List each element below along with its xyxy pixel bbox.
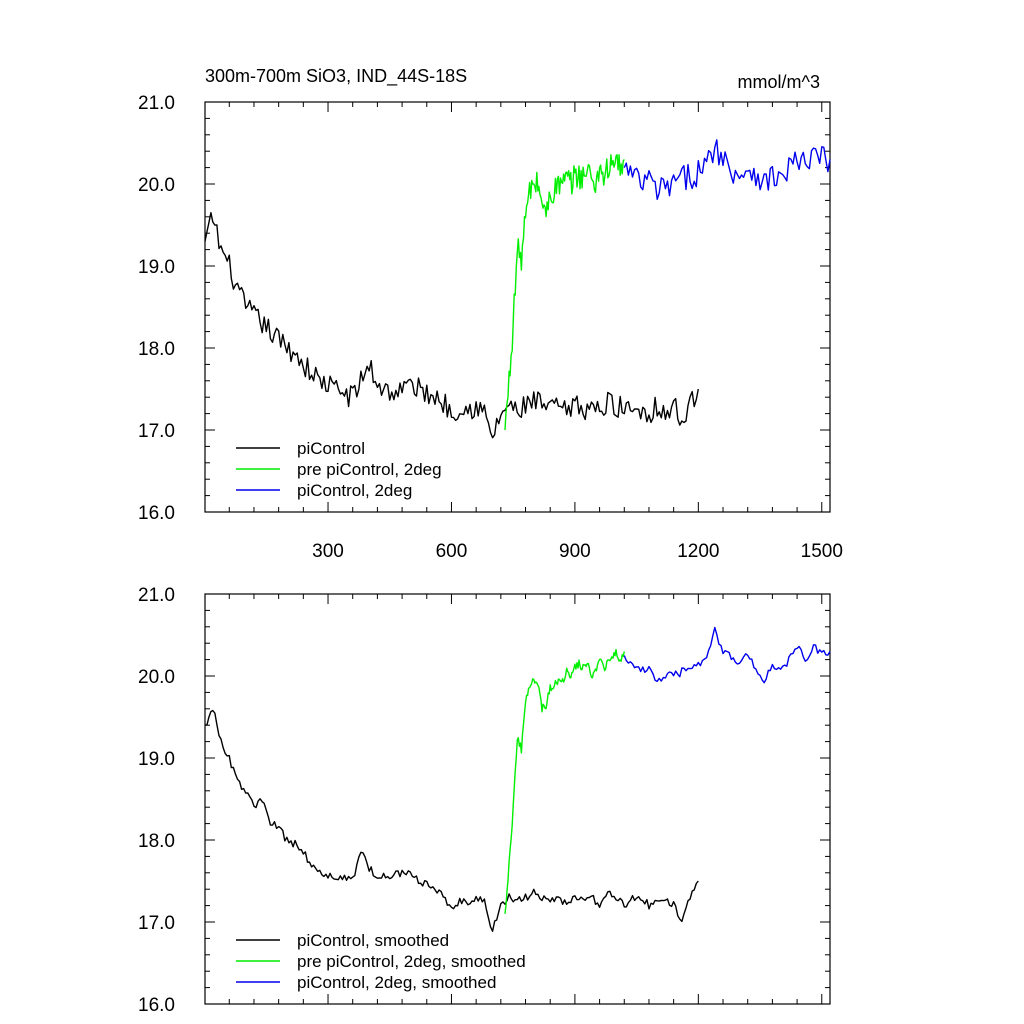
legend-label: piControl, 2deg: [297, 481, 412, 500]
plot-frame: [204, 593, 831, 1005]
y-tick-label: 20.0: [138, 667, 175, 688]
series-line: [204, 212, 699, 439]
y-tick-label: 21.0: [138, 93, 175, 114]
chart-title: 300m-700m SiO3, IND_44S-18S: [205, 66, 467, 87]
plot-frame: [204, 101, 831, 513]
x-tick-label: 1500: [801, 541, 843, 562]
x-tick-label: 900: [559, 541, 591, 562]
bottom-panel: 16.0 17.0 18.0 19.0 20.0 21.0 piControl, smoot…: [138, 585, 831, 1016]
y-tick-label: 19.0: [138, 749, 175, 770]
legend-label: pre piControl, 2deg, smoothed: [297, 952, 526, 971]
series-line: [504, 648, 625, 914]
series-line: [623, 626, 831, 684]
top-panel: 300m-700m SiO3, IND_44S-18S mmol/m^3 16.…: [138, 66, 843, 562]
series-line: [204, 709, 699, 932]
x-tick-label: 1200: [677, 541, 719, 562]
y-tick-label: 18.0: [138, 831, 175, 852]
y-tick-label: 17.0: [138, 421, 175, 442]
legend-label: piControl, smoothed: [297, 931, 449, 950]
y-tick-label: 21.0: [138, 585, 175, 606]
y-tick-label: 16.0: [138, 995, 175, 1016]
series-line: [623, 139, 831, 200]
x-tick-label: 300: [312, 541, 344, 562]
y-tick-label: 17.0: [138, 913, 175, 934]
x-tick-label: 600: [436, 541, 468, 562]
units-label: mmol/m^3: [738, 72, 820, 92]
y-tick-label: 20.0: [138, 175, 175, 196]
y-tick-label: 18.0: [138, 339, 175, 360]
legend-label: piControl, 2deg, smoothed: [297, 973, 496, 992]
legend-label: pre piControl, 2deg: [297, 460, 442, 479]
y-tick-label: 16.0: [138, 503, 175, 524]
legend-label: piControl: [297, 439, 365, 458]
series-line: [504, 154, 625, 431]
y-tick-label: 19.0: [138, 257, 175, 278]
